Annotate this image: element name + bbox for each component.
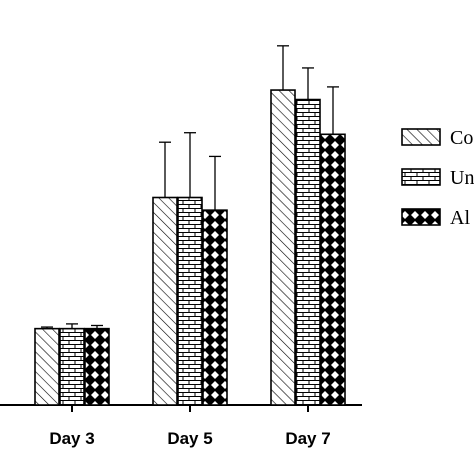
bars-group	[34, 45, 346, 406]
x-tick-label: Day 5	[167, 429, 212, 448]
legend-label-0: Co	[450, 127, 473, 149]
bar-co-3	[270, 89, 296, 406]
legend-swatch-2	[401, 208, 441, 226]
bar-co-1	[34, 327, 60, 406]
bar-un-3	[295, 98, 321, 406]
legend-swatch-0	[401, 128, 441, 146]
bar-un-1	[59, 327, 85, 406]
bar-un-2	[177, 196, 203, 406]
bar-co-2	[152, 196, 178, 406]
x-tick-label: Day 3	[49, 429, 94, 448]
legend-swatch-1	[401, 168, 441, 186]
legend-label-1: Un	[450, 167, 474, 189]
bar-al-1	[84, 327, 110, 406]
x-ticks-group: Day 3 Day 5 Day 7	[49, 405, 331, 448]
bar-al-3	[320, 133, 346, 406]
x-tick-label: Day 7	[285, 429, 330, 448]
bar-al-2	[202, 209, 228, 406]
legend: Co Un Al	[401, 127, 474, 229]
legend-label-2: Al	[450, 207, 470, 229]
